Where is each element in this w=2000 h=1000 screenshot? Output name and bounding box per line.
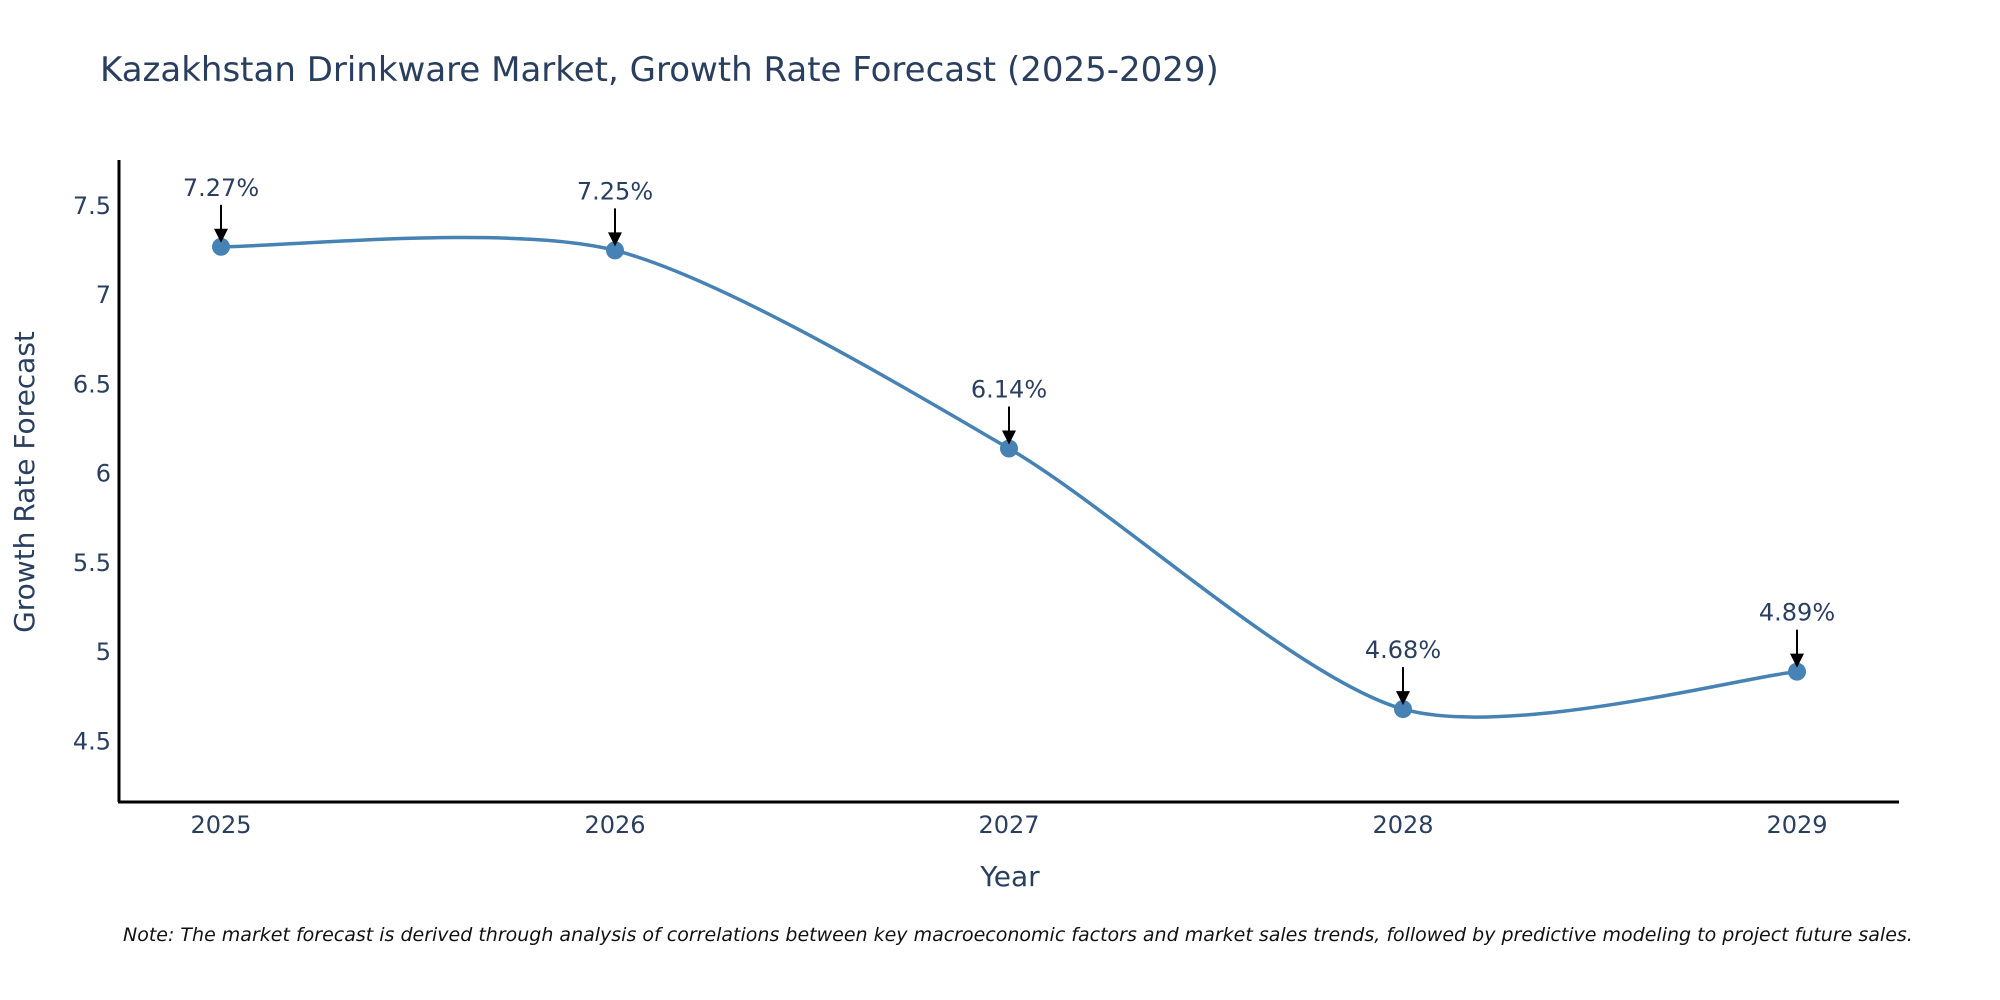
y-tick-label: 6.5	[73, 370, 111, 398]
data-point	[1788, 662, 1806, 681]
x-tick-label: 2026	[584, 811, 645, 839]
data-point	[606, 241, 624, 260]
data-point	[212, 237, 230, 256]
y-tick-label: 7	[96, 281, 111, 309]
chart-title: Kazakhstan Drinkware Market, Growth Rate…	[100, 50, 1219, 90]
data-label: 7.25%	[577, 177, 653, 205]
data-label: 4.89%	[1759, 599, 1835, 627]
data-label: 4.68%	[1365, 636, 1441, 664]
data-label: 7.27%	[183, 174, 259, 202]
y-axis-ticks: 4.5 5 5.5 6 6.5 7 7.5	[73, 192, 111, 756]
data-label: 6.14%	[971, 376, 1047, 404]
annotation-arrow-head	[1002, 430, 1016, 445]
data-point	[1000, 439, 1018, 458]
y-tick-label: 5.5	[73, 549, 111, 577]
x-tick-label: 2025	[190, 811, 251, 839]
data-points	[212, 237, 1806, 719]
x-axis-title: Year	[979, 860, 1040, 893]
y-tick-label: 5	[96, 638, 111, 666]
x-tick-label: 2028	[1372, 811, 1433, 839]
annotation-arrow-head	[214, 228, 228, 243]
data-point	[1394, 700, 1412, 719]
series-line	[219, 235, 1799, 719]
annotation-arrow-head	[1790, 653, 1804, 668]
data-label-annotations: 7.27% 7.25% 6.14% 4.68% 4.89%	[183, 174, 1835, 706]
annotation-arrow-head	[608, 232, 622, 247]
x-tick-label: 2029	[1766, 811, 1827, 839]
y-axis-title: Growth Rate Forecast	[8, 331, 41, 633]
x-axis-ticks: 2025 2026 2027 2028 2029	[190, 811, 1827, 839]
annotation-arrow-head	[1396, 691, 1410, 706]
y-tick-label: 7.5	[73, 192, 111, 220]
y-tick-label: 4.5	[73, 727, 111, 755]
footnote: Note: The market forecast is derived thr…	[123, 924, 1913, 946]
x-tick-label: 2027	[978, 811, 1039, 839]
y-tick-label: 6	[96, 460, 111, 488]
